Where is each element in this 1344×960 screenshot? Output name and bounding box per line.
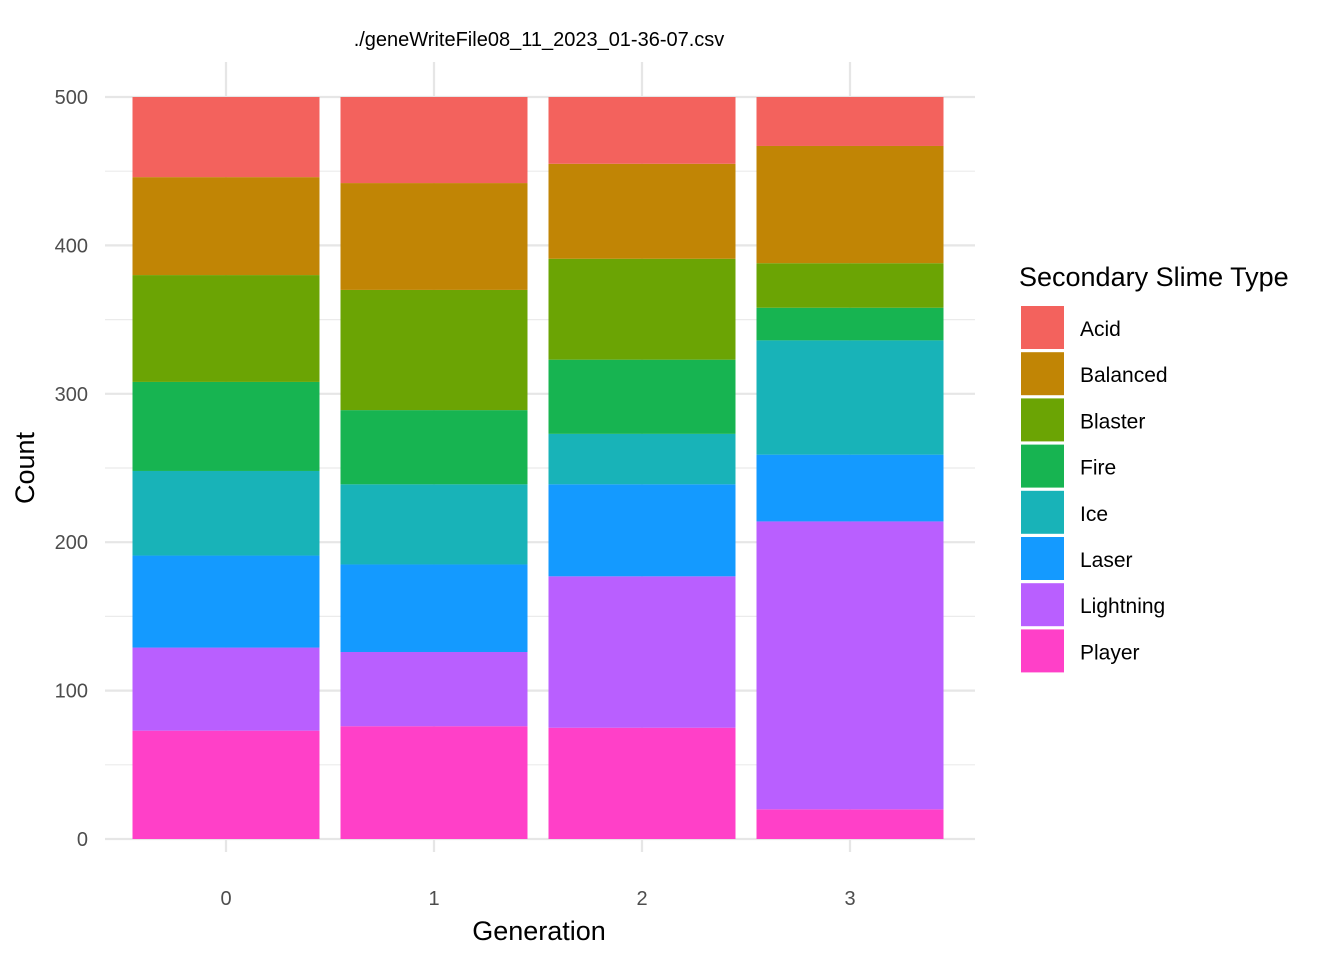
x-tick-label: 0 xyxy=(220,888,231,910)
bar-segment-laser-gen-2 xyxy=(548,484,736,577)
legend-swatch-player xyxy=(1021,629,1064,673)
chart-title: ./geneWriteFile08_11_2023_01-36-07.csv xyxy=(354,29,725,51)
bar-segment-laser-gen-0 xyxy=(132,555,320,648)
bar-segment-ice-gen-1 xyxy=(340,484,528,565)
bar-segment-balanced-gen-1 xyxy=(340,183,528,290)
bar-segment-player-gen-2 xyxy=(548,727,736,839)
bar-segment-fire-gen-3 xyxy=(756,307,944,341)
bar-segment-fire-gen-0 xyxy=(132,381,320,471)
bar-segment-acid-gen-3 xyxy=(756,97,944,146)
bar-segment-player-gen-3 xyxy=(756,809,944,839)
y-tick-label: 200 xyxy=(55,532,88,554)
bar-segment-blaster-gen-2 xyxy=(548,258,736,360)
bar-segment-ice-gen-0 xyxy=(132,470,320,556)
bar-segment-lightning-gen-1 xyxy=(340,652,528,727)
bar-segment-lightning-gen-2 xyxy=(548,576,736,728)
legend-label-player: Player xyxy=(1080,641,1140,664)
legend-swatch-balanced xyxy=(1021,352,1064,396)
legend-swatch-blaster xyxy=(1021,398,1064,442)
x-axis-title: Generation xyxy=(472,916,606,946)
y-tick-label: 100 xyxy=(55,681,88,703)
legend-label-acid: Acid xyxy=(1080,318,1121,341)
bar-segment-fire-gen-1 xyxy=(340,410,528,485)
bar-segment-player-gen-0 xyxy=(132,730,320,839)
y-tick-label: 500 xyxy=(55,87,88,109)
legend-swatch-acid xyxy=(1021,306,1064,349)
bar-segment-acid-gen-0 xyxy=(132,97,320,178)
y-tick-label: 300 xyxy=(55,384,88,406)
legend-swatch-lightning xyxy=(1021,583,1064,627)
bar-segment-balanced-gen-2 xyxy=(548,163,736,259)
y-tick-label: 400 xyxy=(55,235,88,257)
x-tick-label: 3 xyxy=(844,888,855,910)
x-tick-label: 1 xyxy=(428,888,439,910)
legend-swatch-ice xyxy=(1021,490,1064,534)
bar-segment-ice-gen-3 xyxy=(756,340,944,455)
bar-segment-ice-gen-2 xyxy=(548,433,736,485)
legend-label-ice: Ice xyxy=(1080,503,1108,526)
bar-segment-lightning-gen-0 xyxy=(132,647,320,731)
bar-segment-fire-gen-2 xyxy=(548,359,736,434)
bars xyxy=(132,97,944,839)
bar-segment-blaster-gen-0 xyxy=(132,275,320,382)
bar-segment-blaster-gen-1 xyxy=(340,289,528,411)
x-tick-label: 2 xyxy=(636,888,647,910)
legend: Secondary Slime Type Acid Balanced Blaster… xyxy=(1019,262,1289,673)
legend-swatch-fire xyxy=(1021,444,1064,488)
legend-label-balanced: Balanced xyxy=(1080,364,1168,387)
legend-label-fire: Fire xyxy=(1080,457,1116,480)
bar-segment-balanced-gen-3 xyxy=(756,145,944,264)
bar-segment-acid-gen-1 xyxy=(340,97,528,184)
legend-items: Acid Balanced Blaster Fire Ice Laser Lightning… xyxy=(1021,306,1168,673)
bar-segment-lightning-gen-3 xyxy=(756,521,944,810)
legend-label-lightning: Lightning xyxy=(1080,595,1165,618)
bar-segment-balanced-gen-0 xyxy=(132,177,320,276)
legend-title: Secondary Slime Type xyxy=(1019,262,1289,292)
bar-segment-blaster-gen-3 xyxy=(756,263,944,308)
bar-segment-player-gen-1 xyxy=(340,726,528,839)
bar-segment-acid-gen-2 xyxy=(548,97,736,164)
legend-swatch-laser xyxy=(1021,537,1064,580)
y-axis-title: Count xyxy=(10,431,40,504)
bar-segment-laser-gen-1 xyxy=(340,564,528,653)
legend-label-laser: Laser xyxy=(1080,549,1133,572)
y-tick-label: 0 xyxy=(77,829,88,851)
legend-label-blaster: Blaster xyxy=(1080,410,1145,433)
bar-segment-laser-gen-3 xyxy=(756,454,944,522)
axes: 0 100 200 300 400 500 0 1 2 3 xyxy=(55,87,856,910)
